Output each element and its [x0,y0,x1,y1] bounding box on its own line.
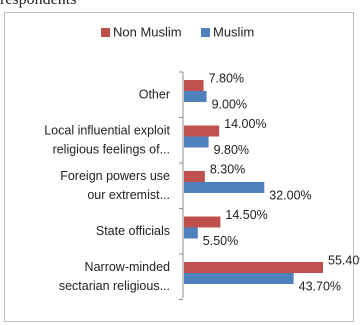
category-label: sectarian religious... [59,279,170,293]
category-label: State officials [96,224,170,238]
data-label: 43.70% [299,279,341,293]
category-label: Narrow-minded [85,260,170,274]
data-label: 8.30% [210,162,245,176]
bar-muslim [184,227,198,239]
data-label: 5.50% [203,234,238,248]
category-label: Foreign powers use [60,169,170,183]
data-label: 9.00% [212,97,247,111]
data-label: 7.80% [209,71,244,85]
data-label: 14.50% [225,208,267,222]
category-label: our extremist... [87,188,170,202]
bar-muslim [184,136,209,148]
legend-label: Muslim [213,24,254,39]
bar-muslim [184,182,265,193]
cut-off-heading: respondents [0,0,76,9]
bar-muslim [184,273,294,284]
category-label: Other [139,87,170,101]
data-label: 55.40% [328,253,360,267]
category-label: Local influential exploit [44,123,170,137]
data-label: 32.00% [269,188,311,202]
legend-label: Non Muslim [113,24,182,39]
category-label: religious feelings of... [53,142,170,156]
bar-muslim [184,91,207,102]
bar-non-muslim [184,262,323,273]
legend-swatch [101,28,110,37]
bar-non-muslim [184,125,220,137]
bar-non-muslim [184,171,205,182]
data-label: 9.80% [214,143,249,157]
data-label: 14.00% [224,117,266,131]
bar-non-muslim [184,80,204,91]
bar-non-muslim [184,216,221,228]
legend-swatch [201,28,210,37]
